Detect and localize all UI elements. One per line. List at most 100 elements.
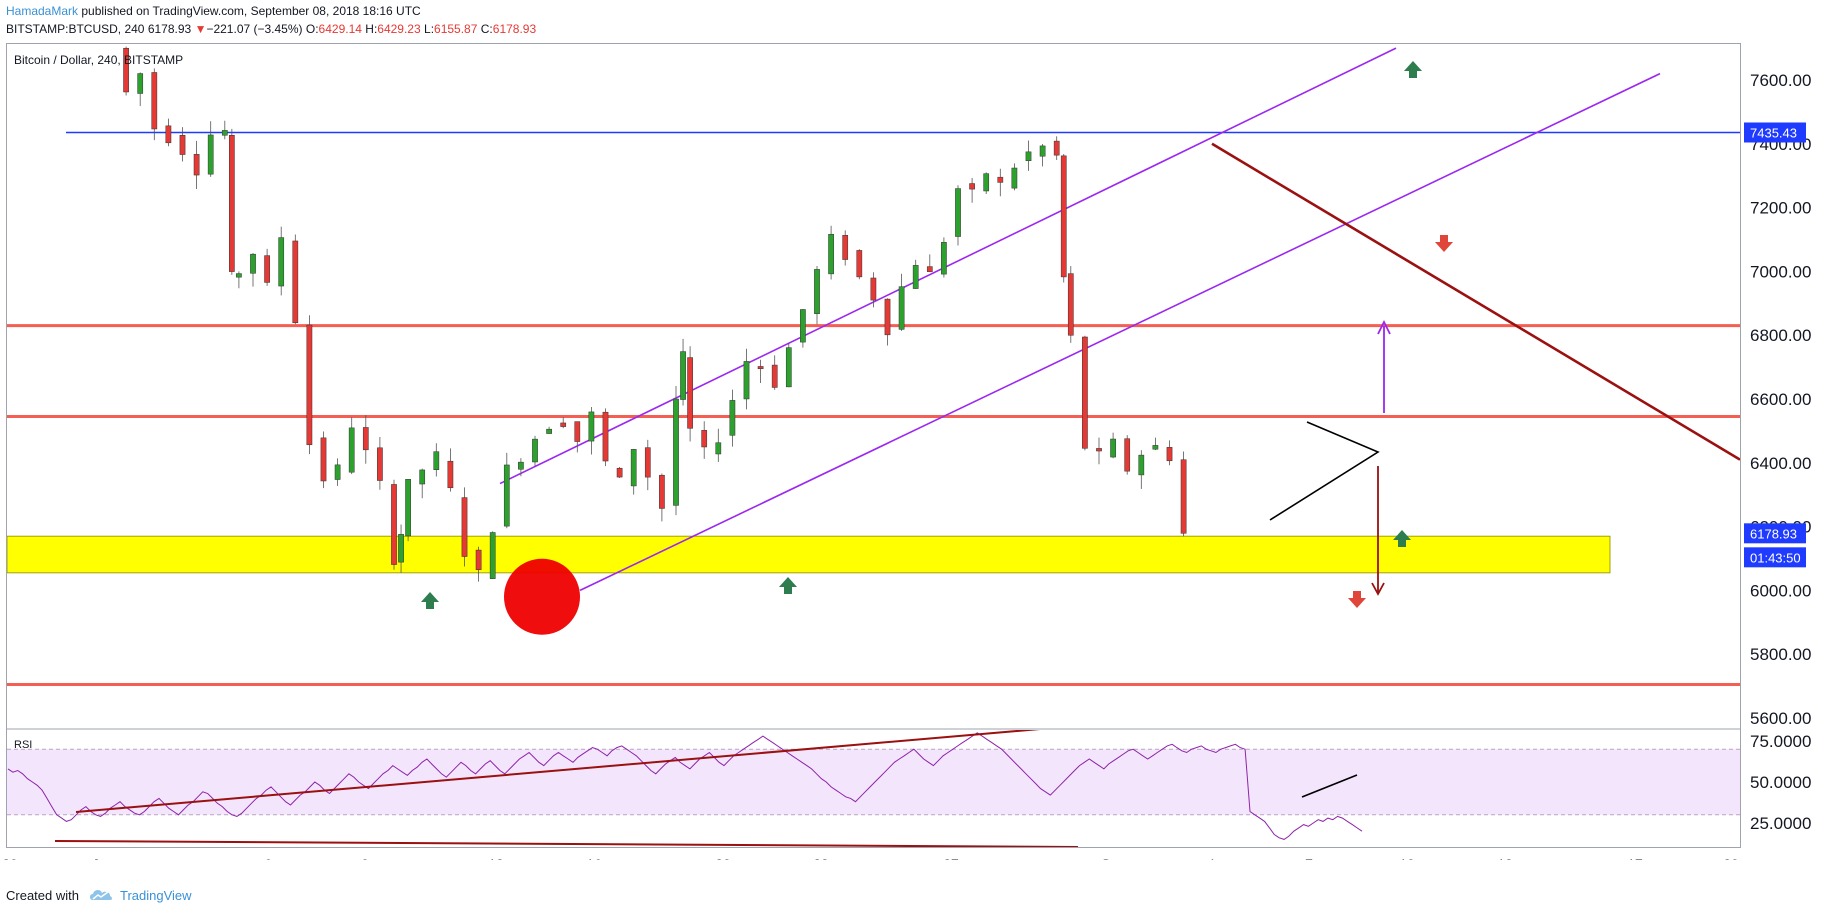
candle-down bbox=[757, 366, 764, 370]
descending-trendline bbox=[1211, 142, 1740, 461]
rsi-line bbox=[7, 732, 1363, 840]
open-label: O: bbox=[305, 22, 319, 36]
candle-down bbox=[292, 240, 299, 324]
high-label: H: bbox=[365, 22, 378, 36]
horizontal-level-tag-label: 7435.43 bbox=[1750, 125, 1797, 140]
rsi-tick-label: 75.0000 bbox=[1750, 732, 1811, 751]
candle-up bbox=[405, 479, 411, 537]
candle-up bbox=[489, 532, 496, 579]
candle-up bbox=[207, 134, 214, 175]
candle-up bbox=[419, 469, 426, 485]
candle-down bbox=[377, 447, 383, 481]
x-tick-label: 20 bbox=[715, 856, 731, 860]
support-zone bbox=[7, 535, 1611, 574]
candle-up bbox=[334, 464, 341, 480]
candle-down bbox=[165, 125, 172, 144]
low-label: L: bbox=[424, 22, 435, 36]
bar-countdown-tag bbox=[1744, 547, 1806, 568]
chart-title: Bitcoin / Dollar, 240, BITSTAMP bbox=[14, 53, 183, 67]
tradingview-link[interactable]: TradingView bbox=[120, 888, 192, 903]
candle-up bbox=[236, 273, 242, 278]
x-tick-label: 16 bbox=[586, 856, 602, 860]
candle-down bbox=[461, 497, 468, 557]
price-tick-label: 5600.00 bbox=[1750, 709, 1811, 728]
price-tick-label: 7000.00 bbox=[1750, 262, 1811, 281]
candle-down bbox=[969, 183, 975, 190]
chart-canvas[interactable]: Bitcoin / Dollar, 240, BITSTAMP RSI 7600.0… bbox=[0, 0, 1828, 860]
publish-info: HamadaMark published on TradingView.com,… bbox=[6, 4, 421, 18]
candle-down bbox=[926, 266, 933, 272]
x-tick-label: 7 bbox=[1305, 856, 1313, 860]
candle-up bbox=[398, 534, 404, 563]
candle-down bbox=[391, 484, 397, 565]
price-tick-label: 7600.00 bbox=[1750, 71, 1811, 90]
candle-up bbox=[814, 269, 820, 314]
price-tick-label: 6600.00 bbox=[1750, 390, 1811, 409]
price-tick-label: 7200.00 bbox=[1750, 199, 1811, 218]
candle-up bbox=[221, 130, 228, 136]
x-tick-label: 20 bbox=[1723, 856, 1739, 860]
last-price-value: 6178.93 bbox=[147, 22, 192, 36]
x-tick-label: 17 bbox=[1627, 856, 1643, 860]
candle-down bbox=[1053, 140, 1060, 156]
rsi-tick-label: 50.0000 bbox=[1750, 773, 1811, 792]
price-tick-label: 6000.00 bbox=[1750, 581, 1811, 600]
candle-up bbox=[1152, 445, 1159, 450]
candle-down bbox=[1166, 447, 1173, 462]
created-with-text: Created with bbox=[6, 888, 79, 903]
red-down-arrow-icon bbox=[1435, 235, 1453, 252]
candle-down bbox=[151, 72, 158, 130]
x-tick-label: 27 bbox=[943, 856, 959, 860]
price-tick-label: 6400.00 bbox=[1750, 454, 1811, 473]
symbol-name: BITSTAMP:BTCUSD, 240 bbox=[6, 22, 145, 36]
rsi-band bbox=[7, 749, 1740, 815]
x-tick-label: 9 bbox=[361, 856, 369, 860]
candle-down bbox=[659, 474, 665, 509]
candle-down bbox=[179, 134, 186, 155]
low-value: 6155.87 bbox=[434, 22, 478, 36]
open-value: 6429.14 bbox=[318, 22, 362, 36]
candle-down bbox=[1082, 336, 1088, 449]
last-price-tag bbox=[1744, 523, 1806, 544]
rsi-short-trendline bbox=[1301, 774, 1358, 798]
candle-up bbox=[1011, 167, 1018, 189]
candle-down bbox=[447, 460, 454, 489]
symbol-legend: BITSTAMP:BTCUSD, 240 6178.93 ▼−221.07 (−… bbox=[6, 22, 536, 36]
x-tick-label: 6 bbox=[264, 856, 272, 860]
candle-up bbox=[898, 286, 905, 330]
red-circle-marker bbox=[504, 558, 580, 635]
last-price-tag-label: 6178.93 bbox=[1750, 526, 1797, 541]
candle-up bbox=[1138, 454, 1145, 476]
rsi-lower-trendline bbox=[54, 840, 1079, 847]
candle-down bbox=[1060, 155, 1067, 278]
author-link[interactable]: HamadaMark bbox=[6, 4, 79, 18]
x-tick-label: Sep bbox=[1101, 856, 1127, 860]
candle-down bbox=[306, 324, 313, 446]
candle-down bbox=[884, 298, 891, 336]
candle-up bbox=[433, 451, 440, 470]
green-up-arrow-icon bbox=[1393, 530, 1411, 547]
publish-header: HamadaMark published on TradingView.com,… bbox=[0, 0, 1828, 42]
green-up-arrow-icon bbox=[1404, 61, 1422, 78]
rsi-rising-trendline bbox=[75, 730, 1041, 813]
candle-up bbox=[1025, 151, 1032, 162]
candle-up bbox=[743, 361, 750, 400]
candle-up bbox=[532, 438, 538, 463]
x-tick-label: 10 bbox=[1399, 856, 1415, 860]
rsi-title: RSI bbox=[14, 739, 32, 751]
candle-up bbox=[278, 237, 285, 287]
rsi-tick-label: 25.0000 bbox=[1750, 814, 1811, 833]
candle-down bbox=[1124, 438, 1131, 472]
candle-up bbox=[941, 242, 947, 275]
footer: Created with TradingView bbox=[6, 888, 192, 903]
candle-up bbox=[983, 173, 990, 192]
projection-down-arrowhead bbox=[1371, 582, 1385, 596]
candle-up bbox=[588, 411, 595, 442]
candle-up bbox=[955, 188, 961, 237]
candle-down bbox=[771, 364, 778, 388]
x-tick-label: 29 bbox=[2, 856, 18, 860]
tradingview-cloud-icon bbox=[89, 890, 112, 900]
x-tick-label: 13 bbox=[1497, 856, 1513, 860]
candle-down bbox=[1180, 459, 1187, 534]
green-up-arrow-icon bbox=[421, 592, 439, 609]
